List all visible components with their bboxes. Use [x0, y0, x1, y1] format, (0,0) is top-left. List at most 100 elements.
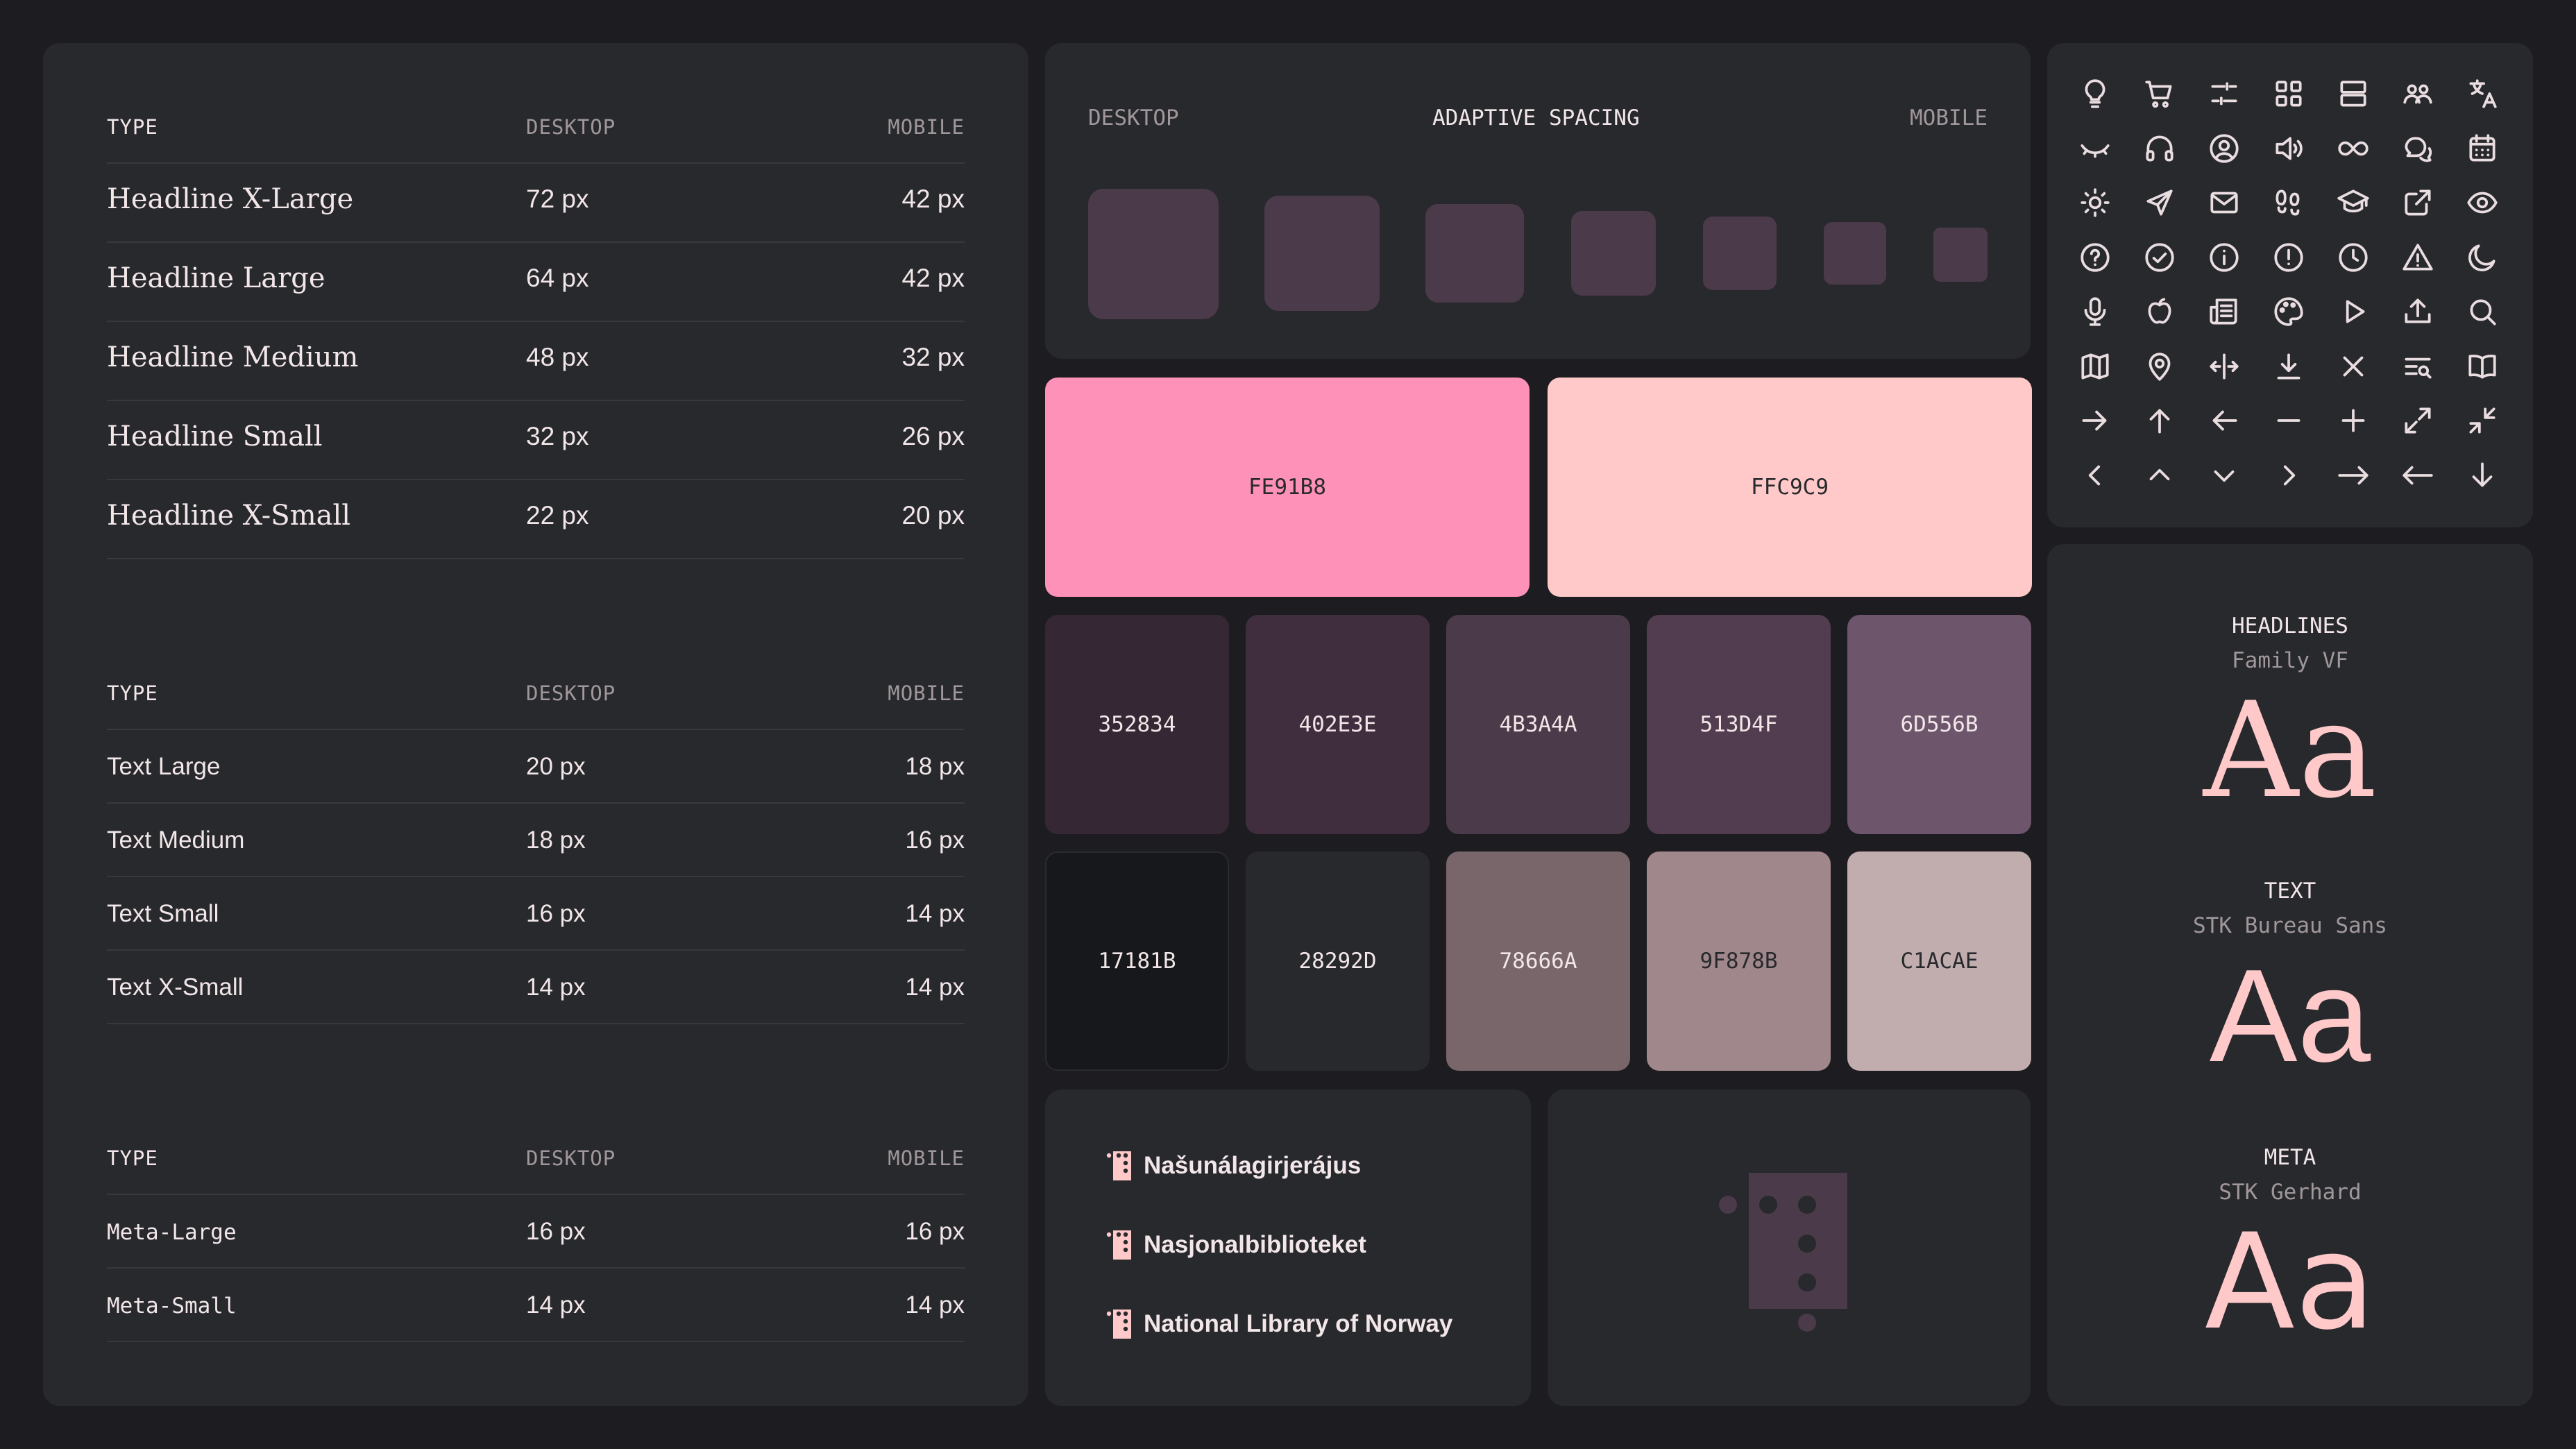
mobile-size: 18 px	[905, 753, 965, 780]
mobile-size: 16 px	[905, 827, 965, 854]
spacing-square-1	[1088, 189, 1219, 319]
chevron-right-icon	[2271, 458, 2306, 493]
desktop-size: 72 px	[526, 185, 589, 213]
font-family-name: STK Gerhard	[2219, 1180, 2362, 1205]
long-arrow-left-icon	[2400, 458, 2435, 493]
expand-horizontal-icon	[2207, 349, 2242, 384]
swatch-hex: 6D556B	[1900, 712, 1978, 737]
table-header: TYPE DESKTOP MOBILE	[107, 659, 965, 730]
mobile-size: 14 px	[905, 900, 965, 927]
icon-set-panel	[2047, 43, 2533, 527]
arrow-up-icon	[2142, 403, 2177, 438]
eye-icon	[2465, 185, 2500, 220]
type-name: Text Large	[107, 753, 221, 780]
swatch-hex: 352834	[1098, 712, 1176, 737]
logo-mark-panel	[1548, 1090, 2031, 1406]
col-type: TYPE	[107, 1146, 158, 1170]
mail-icon	[2207, 185, 2242, 220]
library-logo-icon	[1106, 1230, 1131, 1260]
font-block-headlines: HEADLINES Family VF Aa	[2047, 613, 2533, 820]
color-swatch: FFC9C9	[1548, 378, 2032, 597]
type-name: Text X-Small	[107, 974, 244, 1001]
table-row: Text X-Small 14 px 14 px	[107, 951, 965, 1024]
color-swatch: 513D4F	[1647, 615, 1831, 834]
sliders-icon	[2207, 76, 2242, 111]
desktop-size: 32 px	[526, 422, 589, 450]
mobile-size: 20 px	[901, 501, 965, 529]
adaptive-spacing-panel: DESKTOP ADAPTIVE SPACING MOBILE	[1045, 43, 2031, 359]
library-logo-icon	[1106, 1151, 1131, 1181]
color-swatch: 28292D	[1246, 851, 1430, 1071]
font-families-panel: HEADLINES Family VF Aa TEXT STK Bureau S…	[2047, 544, 2533, 1406]
table-header: TYPE DESKTOP MOBILE	[107, 1124, 965, 1195]
desktop-size: 20 px	[526, 753, 586, 780]
table-row: Meta-Small 14 px 14 px	[107, 1269, 965, 1342]
location-pin-icon	[2142, 349, 2177, 384]
mobile-size: 32 px	[901, 343, 965, 371]
table-row: Headline Small 32 px 26 px	[107, 401, 965, 480]
search-icon	[2465, 294, 2500, 329]
col-mobile: MOBILE	[888, 681, 965, 705]
logo-panel: Našunálagirjerájus Nasjonalbiblioteket N…	[1045, 1090, 1531, 1406]
font-sample: Aa	[2204, 1205, 2376, 1359]
graduation-cap-icon	[2336, 185, 2371, 220]
desktop-size: 22 px	[526, 501, 589, 529]
type-name: Meta-Small	[107, 1294, 237, 1319]
table-row: Headline X-Large 72 px 42 px	[107, 164, 965, 243]
download-icon	[2271, 349, 2306, 384]
type-name: Headline X-Large	[107, 183, 354, 215]
chevron-up-icon	[2142, 458, 2177, 493]
logo-name: Nasjonalbiblioteket	[1144, 1231, 1366, 1258]
grid-icon	[2271, 76, 2306, 111]
long-arrow-right-icon	[2336, 458, 2371, 493]
list-icon	[2336, 76, 2371, 111]
spacing-title: ADAPTIVE SPACING	[1432, 105, 1640, 130]
close-icon	[2336, 349, 2371, 384]
upload-icon	[2400, 294, 2435, 329]
map-icon	[2078, 349, 2112, 384]
typography-panel: TYPE DESKTOP MOBILE Headline X-Large 72 p…	[43, 43, 1028, 1406]
mobile-size: 42 px	[901, 185, 965, 213]
font-block-text: TEXT STK Bureau Sans Aa	[2047, 879, 2533, 1085]
swatch-hex: C1ACAE	[1900, 949, 1978, 974]
col-desktop: DESKTOP	[526, 115, 616, 139]
col-desktop: DESKTOP	[526, 681, 616, 705]
color-swatch: C1ACAE	[1847, 851, 2031, 1071]
col-mobile: MOBILE	[888, 1146, 965, 1170]
col-type: TYPE	[107, 681, 158, 705]
font-block-meta: META STK Gerhard Aa	[2047, 1145, 2533, 1352]
color-swatch: 17181B	[1045, 851, 1229, 1071]
color-swatch: 6D556B	[1847, 615, 2031, 834]
desktop-size: 16 px	[526, 900, 586, 927]
logo-name: Našunálagirjerájus	[1144, 1152, 1362, 1179]
spacing-desktop-label: DESKTOP	[1088, 105, 1179, 130]
type-name: Headline Small	[107, 421, 323, 452]
table-row: Text Large 20 px 18 px	[107, 730, 965, 804]
logo-row-sami: Našunálagirjerájus	[1106, 1145, 1361, 1187]
palette-icon	[2271, 294, 2306, 329]
font-sample: Aa	[2203, 674, 2378, 827]
swatch-hex: FE91B8	[1248, 475, 1326, 500]
swatch-hex: 4B3A4A	[1499, 712, 1577, 737]
arrow-down-icon	[2465, 458, 2500, 493]
user-circle-icon	[2207, 131, 2242, 166]
spacing-square-7	[1933, 228, 1988, 282]
eye-closed-icon	[2078, 131, 2112, 166]
desktop-size: 64 px	[526, 264, 589, 292]
table-row: Meta-Large 16 px 16 px	[107, 1195, 965, 1269]
desktop-size: 14 px	[526, 974, 586, 1001]
check-circle-icon	[2142, 240, 2177, 275]
search-list-icon	[2400, 349, 2435, 384]
chevron-left-icon	[2078, 458, 2112, 493]
moon-icon	[2465, 240, 2500, 275]
font-sample: Aa	[2209, 942, 2371, 1090]
swatch-hex: 513D4F	[1700, 712, 1778, 737]
font-label: META	[2264, 1145, 2316, 1170]
library-logo-icon	[1106, 1310, 1131, 1339]
infinity-icon	[2336, 131, 2371, 166]
users-icon	[2400, 76, 2435, 111]
spacing-square-5	[1703, 217, 1777, 290]
type-name: Headline X-Small	[107, 500, 351, 532]
spacing-square-3	[1425, 204, 1524, 303]
type-name: Meta-Large	[107, 1220, 237, 1245]
